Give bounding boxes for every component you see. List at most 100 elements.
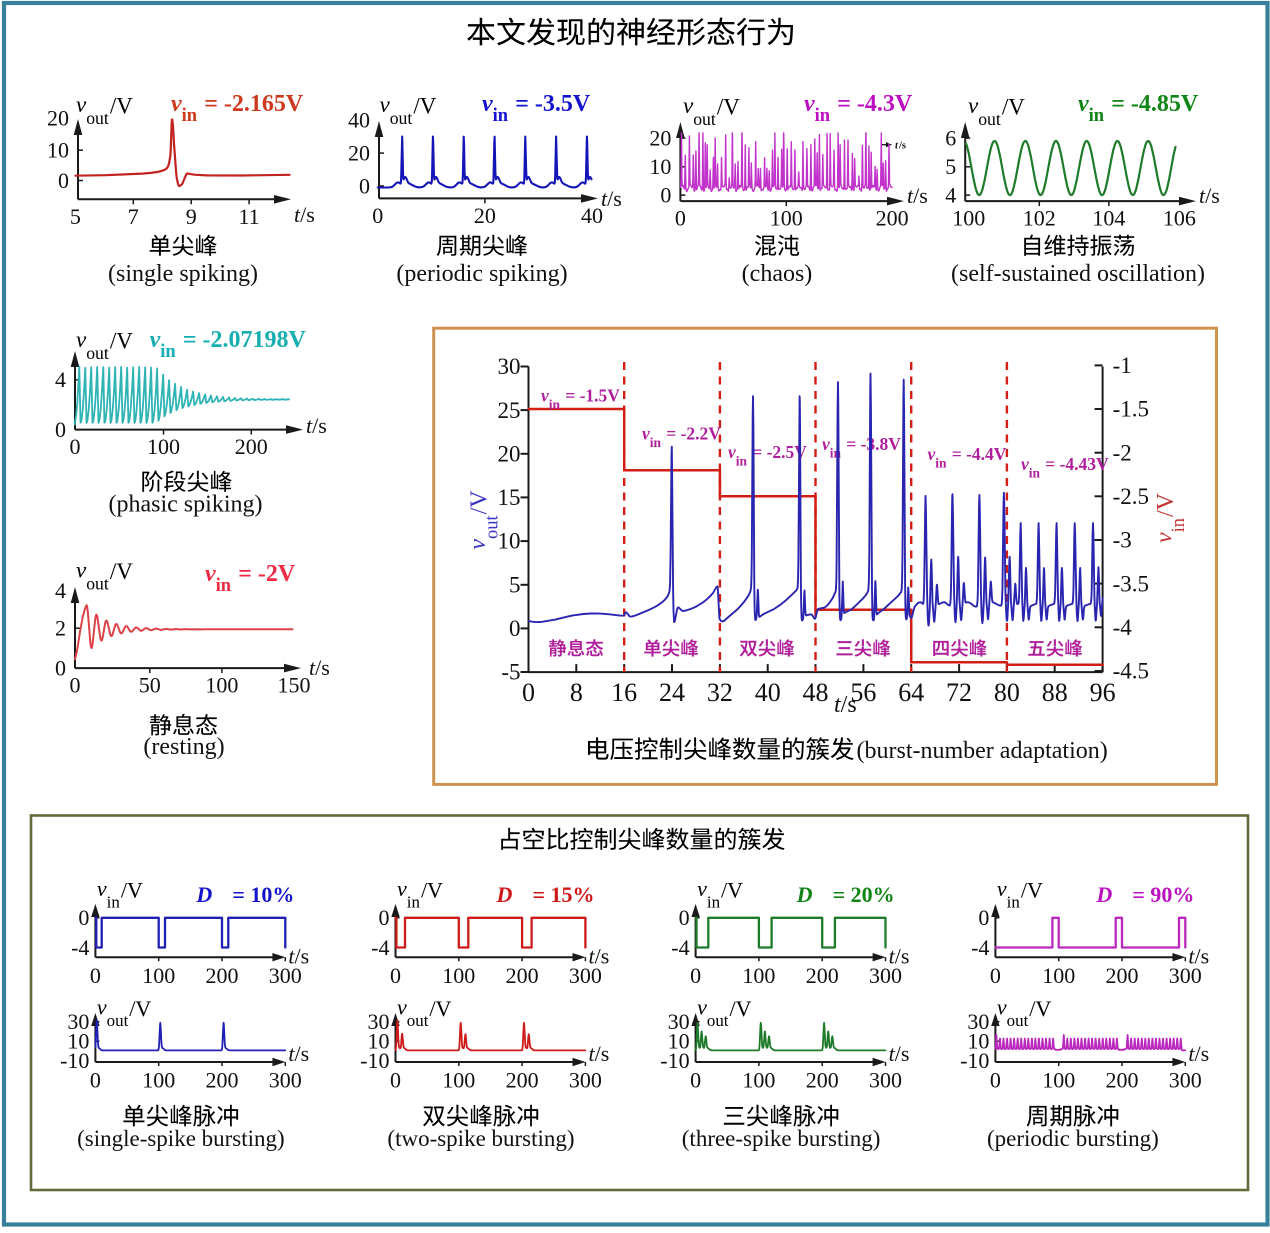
svg-text:200: 200 [235,434,268,459]
svg-text:out: out [978,109,1001,129]
svg-text:-1.5: -1.5 [1113,397,1149,422]
svg-text:(single spiking): (single spiking) [108,261,258,287]
svg-text:200: 200 [506,963,539,988]
svg-text:v: v [1078,91,1089,117]
svg-text:/V: /V [429,996,451,1021]
svg-text:96: 96 [1090,678,1116,707]
svg-text:30: 30 [67,1009,89,1034]
svg-text:0: 0 [990,963,1001,988]
svg-text:= -4.4V: = -4.4V [952,444,1007,464]
svg-text:0: 0 [978,905,989,930]
svg-text:300: 300 [269,1068,302,1093]
svg-text:/V: /V [121,878,143,903]
svg-text:20: 20 [474,203,496,228]
svg-text:5: 5 [509,572,521,597]
svg-text:v: v [205,561,216,587]
svg-text:100: 100 [142,1068,175,1093]
svg-text:/V: /V [129,996,151,1021]
svg-text:104: 104 [1092,206,1125,231]
svg-text:in: in [493,105,508,125]
svg-text:/s: /s [312,413,327,438]
svg-text:0: 0 [990,1068,1001,1093]
svg-text:30: 30 [967,1009,989,1034]
svg-text:-4: -4 [71,935,89,960]
svg-text:150: 150 [278,673,311,698]
svg-text:D: D [496,882,513,907]
svg-text:in: in [182,105,197,125]
svg-text:= -4.3V: = -4.3V [837,91,913,117]
svg-text:16: 16 [611,678,637,707]
svg-text:102: 102 [1023,206,1056,231]
svg-text:out: out [693,109,716,129]
svg-text:40: 40 [755,678,781,707]
svg-text:72: 72 [946,678,972,707]
svg-text:5: 5 [945,154,956,179]
svg-text:in: in [107,892,121,911]
svg-text:t: t [309,655,316,680]
svg-text:8: 8 [570,678,583,707]
svg-text:0: 0 [70,673,81,698]
svg-text:/s: /s [1195,1041,1210,1066]
svg-text:/s: /s [607,186,622,211]
svg-text:200: 200 [506,1068,539,1093]
svg-text:t: t [889,944,896,969]
svg-text:/V: /V [1002,95,1025,120]
svg-text:100: 100 [742,1068,775,1093]
svg-text:in: in [815,105,830,125]
svg-text:/V: /V [467,490,493,515]
svg-text:/V: /V [730,996,752,1021]
svg-text:out: out [407,1011,429,1030]
svg-text:200: 200 [1106,1068,1139,1093]
svg-text:0: 0 [55,417,66,442]
svg-text:0: 0 [690,1068,701,1093]
svg-text:v: v [804,91,815,117]
svg-text:10: 10 [498,529,521,554]
svg-text:D: D [1095,882,1112,907]
svg-text:v: v [968,93,979,118]
svg-text:in: in [1007,892,1021,911]
svg-text:56: 56 [850,678,876,707]
svg-text:in: in [650,435,662,450]
svg-text:(periodic bursting): (periodic bursting) [987,1126,1159,1151]
svg-text:-10: -10 [960,1048,989,1073]
svg-text:30: 30 [498,354,521,379]
svg-text:100: 100 [442,1068,475,1093]
svg-text:0: 0 [522,678,535,707]
svg-text:= -1.5V: = -1.5V [565,386,620,406]
svg-text:-4.5: -4.5 [1113,659,1149,684]
svg-text:100: 100 [770,206,803,231]
svg-text:t: t [294,202,301,227]
svg-text:/V: /V [110,94,133,119]
svg-text:100: 100 [147,434,180,459]
svg-text:v: v [397,995,407,1020]
svg-text:t: t [889,1041,896,1066]
svg-text:t: t [895,140,899,151]
svg-text:v: v [482,91,493,117]
svg-text:-10: -10 [60,1048,89,1073]
svg-text:/s: /s [1205,183,1220,208]
svg-text:/s: /s [841,692,857,718]
svg-text:4: 4 [945,182,956,207]
svg-text:0: 0 [55,655,66,680]
svg-text:/s: /s [295,944,310,969]
svg-text:out: out [1007,1011,1029,1030]
svg-text:11: 11 [239,204,260,229]
svg-text:= -2.2V: = -2.2V [666,424,721,444]
svg-text:v: v [171,91,182,117]
svg-text:in: in [549,397,561,412]
svg-text:6: 6 [945,125,956,150]
svg-text:-4: -4 [971,935,989,960]
svg-text:-1: -1 [1113,353,1132,378]
svg-text:0: 0 [90,1068,101,1093]
svg-text:-4: -4 [671,935,689,960]
svg-text:300: 300 [1169,1068,1202,1093]
svg-text:300: 300 [869,963,902,988]
svg-text:100: 100 [742,963,775,988]
svg-text:300: 300 [869,1068,902,1093]
svg-text:-2.5: -2.5 [1113,484,1149,509]
svg-text:50: 50 [139,673,161,698]
svg-text:10: 10 [67,1029,89,1054]
svg-text:-2: -2 [1113,440,1132,465]
svg-text:-3.5: -3.5 [1113,571,1149,596]
svg-text:/V: /V [110,329,133,354]
